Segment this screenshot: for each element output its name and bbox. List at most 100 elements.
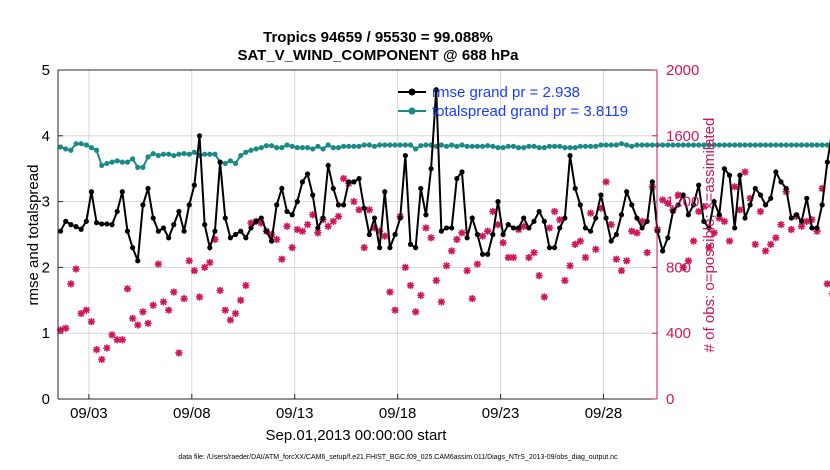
totalspread-point-134 [747, 142, 753, 148]
rmse-point-137 [762, 202, 769, 208]
obs-point-49 [309, 211, 317, 219]
rmse-point-109 [618, 212, 625, 218]
rmse-point-19 [155, 228, 161, 234]
obs-point-129 [720, 217, 729, 225]
rmse-point-67 [402, 152, 408, 159]
rmse-point-12 [119, 189, 125, 195]
obs-point-76 [448, 247, 456, 255]
obs-point-33 [226, 316, 234, 324]
totalspread-point-11 [114, 158, 120, 164]
rmse-point-55 [341, 202, 347, 208]
totalspread-point-22 [171, 152, 177, 159]
obs-point-34 [231, 309, 240, 318]
rmse-point-87 [505, 222, 511, 228]
totalspread-point-113 [639, 142, 645, 148]
totalspread-point-1 [63, 146, 69, 152]
totalspread-point-71 [423, 142, 429, 148]
obs-point-113 [638, 217, 646, 225]
totalspread-point-70 [418, 143, 424, 149]
totalspread-point-116 [654, 142, 661, 148]
obs-point-146 [808, 216, 816, 224]
rmse-point-148 [819, 202, 825, 208]
rmse-point-114 [644, 218, 650, 224]
rmse-point-108 [613, 231, 619, 238]
y2-tick-label-1: 400 [666, 325, 691, 342]
totalspread-point-21 [166, 151, 172, 157]
rmse-point-16 [140, 202, 146, 208]
rmse-point-7 [93, 220, 100, 226]
obs-point-149 [823, 280, 830, 288]
totalspread-point-38 [253, 146, 259, 152]
totalspread-point-114 [644, 142, 650, 148]
obs-point-12 [118, 336, 126, 344]
totalspread-point-89 [515, 145, 522, 151]
rmse-point-73 [433, 87, 439, 93]
obs-point-104 [592, 245, 600, 253]
totalspread-point-147 [814, 142, 820, 148]
rmse-point-63 [382, 189, 388, 195]
rmse-point-111 [629, 202, 635, 208]
totalspread-point-19 [155, 152, 161, 159]
totalspread-point-95 [546, 143, 553, 149]
rmse-point-11 [114, 208, 120, 215]
obs-point-39 [257, 219, 265, 227]
obs-point-52 [324, 222, 332, 230]
rmse-point-21 [166, 235, 172, 241]
totalspread-point-9 [104, 160, 110, 167]
totalspread-point-74 [438, 142, 444, 148]
rmse-point-124 [696, 182, 702, 188]
rmse-point-110 [624, 189, 630, 195]
obs-point-28 [201, 263, 209, 271]
rmse-point-24 [181, 228, 187, 234]
rmse-point-88 [510, 225, 517, 231]
totalspread-point-2 [68, 147, 74, 153]
obs-point-121 [679, 263, 687, 271]
totalspread-point-124 [696, 142, 702, 148]
series-totalspread [57, 141, 830, 170]
obs-point-75 [442, 262, 451, 270]
rmse-point-147 [814, 225, 820, 231]
obs-point-93 [535, 272, 543, 280]
obs-point-106 [602, 178, 610, 186]
rmse-point-0 [57, 228, 64, 234]
rmse-point-59 [361, 205, 367, 211]
obs-point-140 [777, 221, 785, 229]
totalspread-point-86 [500, 145, 506, 151]
totalspread-point-120 [675, 142, 681, 148]
rmse-point-96 [551, 245, 558, 251]
totalspread-point-103 [588, 143, 594, 149]
rmse-point-143 [793, 212, 800, 218]
totalspread-point-28 [202, 151, 208, 157]
obs-point-132 [736, 206, 744, 214]
rmse-point-107 [608, 238, 614, 244]
rmse-point-36 [243, 235, 249, 241]
obs-point-74 [437, 298, 445, 306]
totalspread-point-90 [521, 145, 527, 151]
rmse-point-17 [145, 185, 151, 192]
obs-point-81 [473, 260, 482, 268]
totalspread-point-41 [268, 143, 275, 149]
totalspread-point-81 [474, 143, 481, 149]
totalspread-point-24 [181, 150, 187, 157]
obs-point-72 [427, 234, 435, 242]
obs-point-46 [293, 225, 301, 234]
obs-point-36 [242, 281, 250, 290]
y2-tick-label-5: 2000 [666, 62, 699, 79]
rmse-point-127 [711, 199, 717, 205]
obs-point-6 [87, 318, 96, 326]
rmse-point-125 [701, 218, 707, 224]
rmse-point-18 [150, 215, 156, 221]
totalspread-point-85 [495, 145, 501, 151]
obs-point-5 [82, 306, 90, 314]
obs-point-73 [432, 276, 440, 285]
totalspread-point-139 [773, 142, 779, 148]
totalspread-point-83 [485, 143, 491, 149]
rmse-point-78 [459, 169, 465, 175]
rmse-point-144 [799, 218, 805, 224]
totalspread-point-52 [325, 142, 331, 148]
obs-point-147 [813, 227, 821, 235]
footnote: data file: /Users/raeder/DAI/ATM_forcXX/… [178, 454, 618, 461]
totalspread-point-33 [227, 158, 233, 164]
rmse-point-50 [315, 225, 321, 231]
